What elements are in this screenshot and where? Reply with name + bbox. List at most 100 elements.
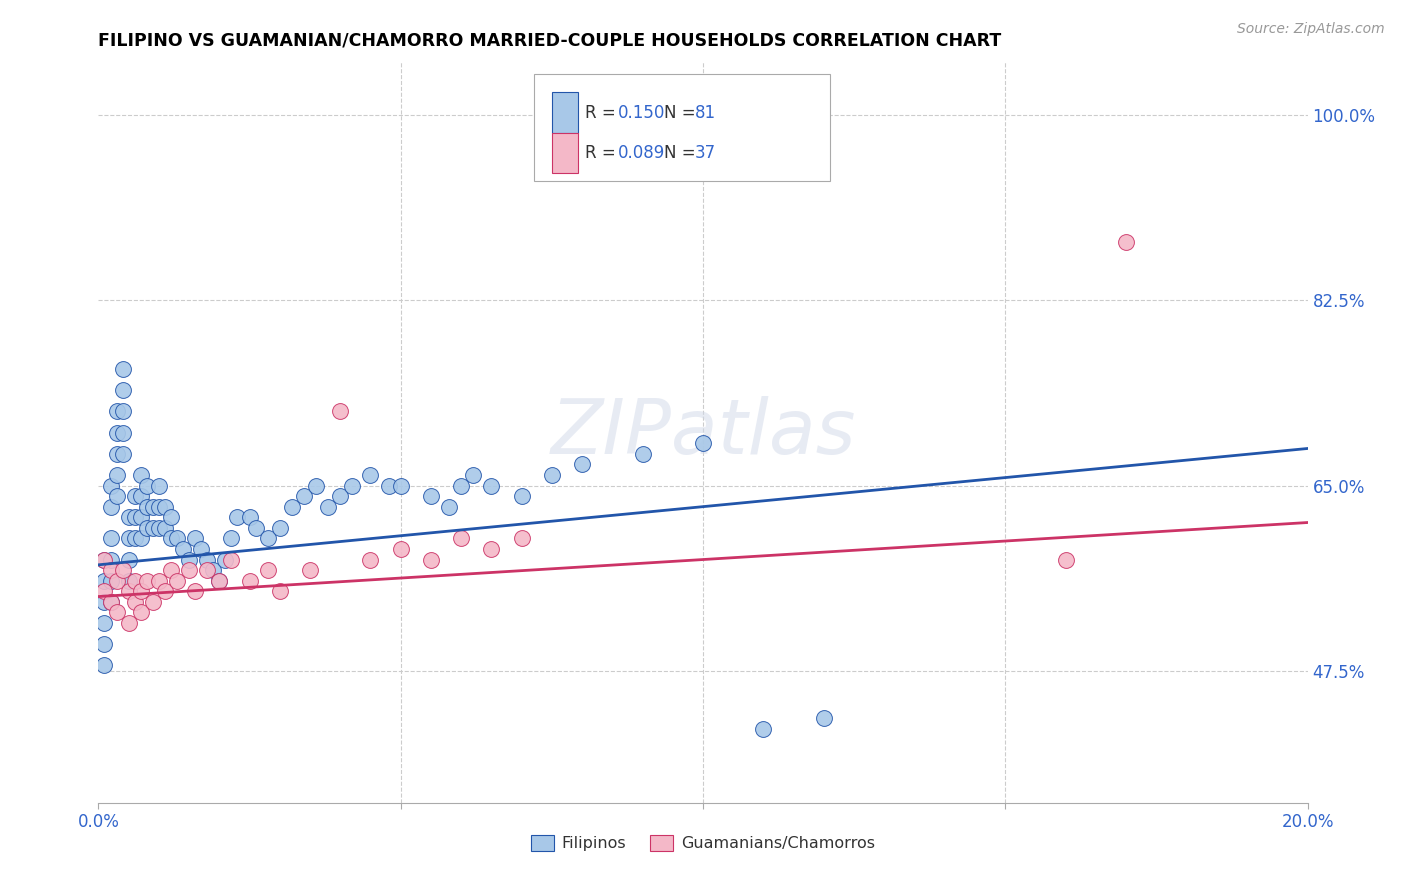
Point <box>93 615 115 630</box>
Point <box>437 500 460 514</box>
Point <box>124 595 146 609</box>
Point <box>316 500 339 514</box>
Text: R =: R = <box>585 144 620 161</box>
Point <box>129 467 152 482</box>
Point <box>329 489 352 503</box>
Point <box>245 521 267 535</box>
Point <box>124 574 146 588</box>
Point <box>299 563 322 577</box>
Point <box>142 500 165 514</box>
Point <box>481 541 503 556</box>
Legend: Filipinos, Guamanians/Chamorros: Filipinos, Guamanians/Chamorros <box>524 829 882 858</box>
Point <box>148 478 170 492</box>
Point <box>389 478 412 492</box>
Point <box>179 563 201 577</box>
Point <box>111 563 134 577</box>
Point <box>450 478 472 492</box>
Text: FILIPINO VS GUAMANIAN/CHAMORRO MARRIED-COUPLE HOUSEHOLDS CORRELATION CHART: FILIPINO VS GUAMANIAN/CHAMORRO MARRIED-C… <box>98 31 1001 49</box>
Point <box>148 500 170 514</box>
Point <box>111 362 134 376</box>
Point <box>360 552 382 566</box>
Point <box>105 404 128 418</box>
Point <box>93 658 115 673</box>
Point <box>813 711 835 725</box>
Point <box>118 615 141 630</box>
Point <box>153 500 176 514</box>
Point <box>214 552 236 566</box>
Point <box>195 552 218 566</box>
Point <box>118 574 141 588</box>
Bar <box>551 92 578 133</box>
Point <box>420 552 443 566</box>
Point <box>105 425 128 440</box>
Point <box>100 563 122 577</box>
Point <box>118 510 141 524</box>
Point <box>631 447 654 461</box>
Point <box>93 637 115 651</box>
Point <box>135 521 157 535</box>
Point <box>329 404 352 418</box>
Point <box>100 500 122 514</box>
Point <box>129 510 152 524</box>
Point <box>179 552 201 566</box>
Point <box>93 552 115 566</box>
Point <box>1054 552 1077 566</box>
Point <box>540 467 562 482</box>
Point <box>221 552 243 566</box>
Point <box>190 541 212 556</box>
Point <box>172 541 194 556</box>
Point <box>111 447 134 461</box>
Point <box>118 584 141 599</box>
Point <box>129 532 152 546</box>
Point <box>118 532 141 546</box>
Point <box>100 574 122 588</box>
Point <box>166 532 188 546</box>
Point <box>100 595 122 609</box>
Point <box>342 478 364 492</box>
Point <box>450 532 472 546</box>
Point <box>221 532 243 546</box>
Point <box>305 478 328 492</box>
Point <box>93 584 115 599</box>
Point <box>256 532 278 546</box>
Point <box>105 447 128 461</box>
Point <box>510 489 533 503</box>
Point <box>135 478 157 492</box>
Point <box>105 606 128 620</box>
Point <box>389 541 412 556</box>
Point <box>360 467 382 482</box>
Point <box>105 467 128 482</box>
Point <box>226 510 249 524</box>
Point <box>160 532 183 546</box>
Point <box>256 563 278 577</box>
Point <box>111 425 134 440</box>
Point <box>420 489 443 503</box>
Point <box>129 606 152 620</box>
Point <box>160 563 183 577</box>
FancyBboxPatch shape <box>534 73 830 181</box>
Point <box>692 436 714 450</box>
Point <box>111 384 134 398</box>
Text: N =: N = <box>664 103 702 122</box>
Point <box>1115 235 1137 250</box>
Point <box>124 532 146 546</box>
Point <box>239 510 262 524</box>
Point <box>93 595 115 609</box>
Point <box>463 467 485 482</box>
Point <box>184 584 207 599</box>
Point <box>510 532 533 546</box>
Point <box>93 552 115 566</box>
Point <box>752 722 775 736</box>
Point <box>100 478 122 492</box>
Point <box>135 500 157 514</box>
Point <box>124 489 146 503</box>
Point <box>208 574 231 588</box>
Text: R =: R = <box>585 103 620 122</box>
Text: 0.150: 0.150 <box>619 103 665 122</box>
Point <box>292 489 315 503</box>
Point <box>153 584 176 599</box>
Point <box>195 563 218 577</box>
Point <box>153 521 176 535</box>
Text: Source: ZipAtlas.com: Source: ZipAtlas.com <box>1237 22 1385 37</box>
Point <box>111 404 134 418</box>
